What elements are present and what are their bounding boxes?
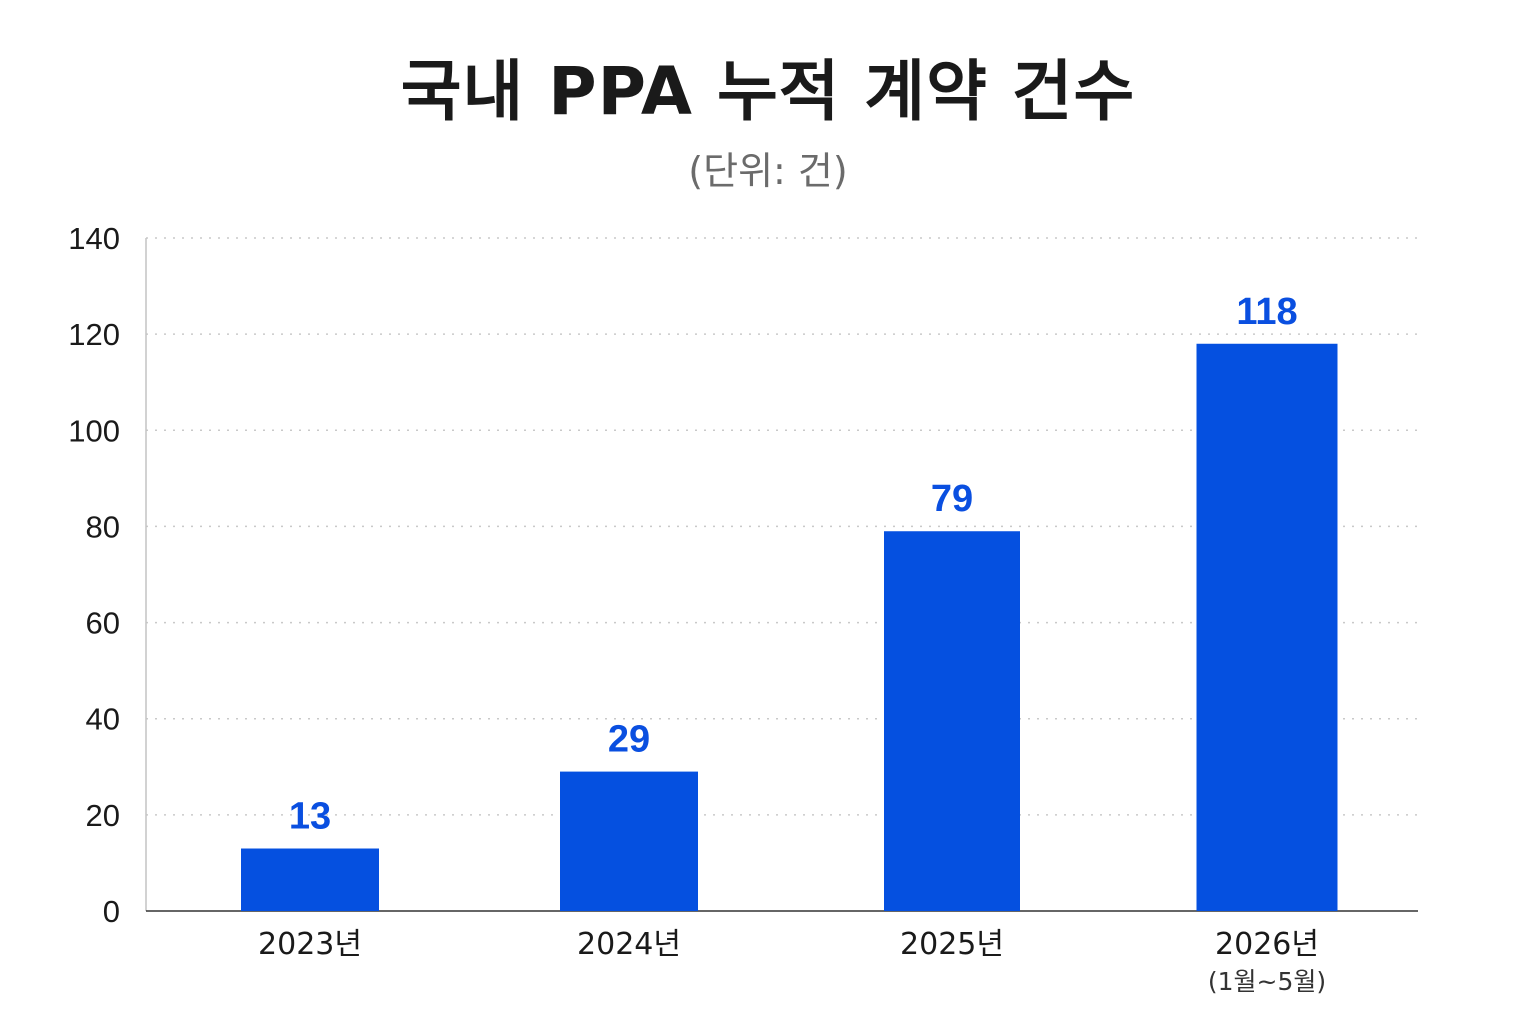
y-tick-label: 80 (86, 509, 120, 544)
bar (884, 531, 1020, 911)
y-tick-label: 60 (86, 606, 120, 641)
x-tick-label: 2026년 (1215, 927, 1319, 962)
data-label: 79 (931, 478, 973, 520)
x-tick-label: 2024년 (577, 927, 681, 962)
y-tick-label: 20 (86, 798, 120, 833)
bar (1196, 343, 1338, 911)
y-tick-label: 40 (86, 702, 120, 737)
y-tick-label: 140 (68, 221, 120, 256)
data-label: 118 (1236, 291, 1297, 333)
x-tick-label: 2025년 (900, 927, 1004, 962)
x-tick-sublabel: (1월~5월) (1208, 967, 1326, 996)
y-tick-label: 120 (68, 317, 120, 352)
bar (560, 771, 698, 911)
data-label: 13 (289, 796, 331, 838)
chart-subtitle: (단위: 건) (688, 149, 848, 193)
bar (241, 848, 379, 911)
chart-title: 국내 PPA 누적 계약 건수 (400, 53, 1136, 130)
x-tick-label: 2023년 (258, 927, 362, 962)
y-tick-label: 0 (103, 894, 120, 929)
y-tick-label: 100 (68, 413, 120, 448)
data-label: 29 (608, 719, 650, 761)
